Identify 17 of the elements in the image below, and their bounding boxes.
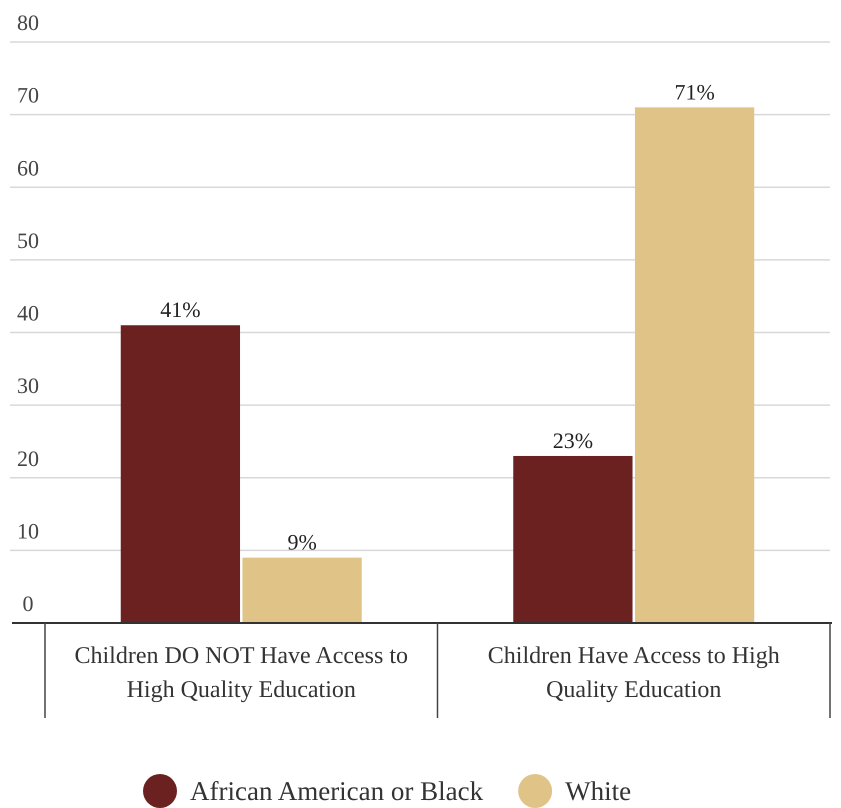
y-tick-label: 50 xyxy=(17,228,39,253)
text: 71% xyxy=(674,79,715,104)
y-tick-label: 80 xyxy=(17,10,39,35)
x-tick-label: Children DO NOT Have Access to High Quality Education xyxy=(74,643,408,703)
x-tick-label: Children Have Access to High Quality Education xyxy=(488,643,780,703)
text: 9% xyxy=(287,530,317,555)
text: 41% xyxy=(160,297,201,322)
text: 23% xyxy=(552,428,594,453)
y-tick-label: 0 xyxy=(22,591,34,616)
legend-label: African American or Black xyxy=(190,776,484,806)
y-tick-label: 60 xyxy=(17,155,39,180)
y-tick-label: 10 xyxy=(17,518,39,544)
legend-label: White xyxy=(565,776,632,806)
y-tick-label: 30 xyxy=(17,373,39,398)
y-tick-label: 70 xyxy=(17,82,39,108)
y-tick-label: 20 xyxy=(17,446,39,471)
y-tick-label: 40 xyxy=(17,300,39,326)
